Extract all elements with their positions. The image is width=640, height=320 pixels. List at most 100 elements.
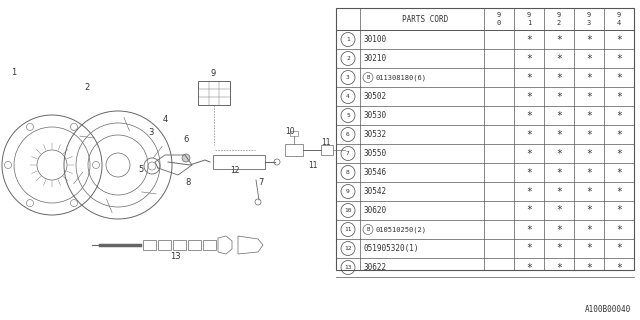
Text: 30100: 30100 <box>364 35 387 44</box>
Text: 4: 4 <box>617 20 621 26</box>
Bar <box>285 144 303 156</box>
Text: *: * <box>586 148 592 158</box>
Text: *: * <box>556 244 562 253</box>
Text: 11: 11 <box>321 138 330 147</box>
Text: 30542: 30542 <box>364 187 387 196</box>
Text: 30532: 30532 <box>364 130 387 139</box>
Text: 10: 10 <box>285 127 294 136</box>
Text: *: * <box>616 225 622 235</box>
Text: 010510250(2): 010510250(2) <box>375 226 426 233</box>
Text: 1: 1 <box>346 37 350 42</box>
Text: 4: 4 <box>346 94 350 99</box>
Text: A100B00040: A100B00040 <box>585 305 631 314</box>
Text: *: * <box>556 53 562 63</box>
Text: *: * <box>616 73 622 83</box>
Text: *: * <box>616 187 622 196</box>
Text: *: * <box>586 167 592 178</box>
Text: *: * <box>556 35 562 44</box>
Text: *: * <box>556 225 562 235</box>
Text: 9: 9 <box>617 12 621 18</box>
Text: *: * <box>586 225 592 235</box>
Text: 9: 9 <box>211 69 216 78</box>
Text: 3: 3 <box>587 20 591 26</box>
Text: *: * <box>586 53 592 63</box>
Text: B: B <box>366 227 370 232</box>
Text: 7: 7 <box>346 151 350 156</box>
Text: 0: 0 <box>497 20 501 26</box>
Text: 13: 13 <box>170 252 180 261</box>
Bar <box>198 81 230 105</box>
Text: *: * <box>526 148 532 158</box>
Text: *: * <box>586 130 592 140</box>
Text: PARTS CORD: PARTS CORD <box>402 14 448 23</box>
Text: 3: 3 <box>346 75 350 80</box>
Text: 051905320(1): 051905320(1) <box>364 244 419 253</box>
Text: 9: 9 <box>346 189 350 194</box>
Text: *: * <box>586 92 592 101</box>
Text: 9: 9 <box>497 12 501 18</box>
Text: *: * <box>526 262 532 273</box>
Bar <box>158 240 171 250</box>
Text: *: * <box>586 73 592 83</box>
Text: *: * <box>556 148 562 158</box>
Text: *: * <box>616 35 622 44</box>
Text: 30550: 30550 <box>364 149 387 158</box>
Text: *: * <box>556 205 562 215</box>
Text: 2: 2 <box>346 56 350 61</box>
Bar <box>143 240 156 250</box>
Text: 9: 9 <box>587 12 591 18</box>
Text: 2: 2 <box>557 20 561 26</box>
Text: *: * <box>526 92 532 101</box>
Bar <box>336 8 634 270</box>
Text: *: * <box>526 73 532 83</box>
Bar <box>188 240 201 250</box>
Text: 30620: 30620 <box>364 206 387 215</box>
Text: 6: 6 <box>346 132 350 137</box>
Text: 30530: 30530 <box>364 111 387 120</box>
Text: 1: 1 <box>12 68 17 76</box>
Text: 7: 7 <box>258 178 264 187</box>
Text: *: * <box>586 244 592 253</box>
Bar <box>290 131 298 136</box>
Text: *: * <box>616 244 622 253</box>
Text: *: * <box>586 187 592 196</box>
Text: *: * <box>556 187 562 196</box>
Text: 9: 9 <box>557 12 561 18</box>
Text: *: * <box>526 53 532 63</box>
Text: 4: 4 <box>163 115 168 124</box>
Text: 6: 6 <box>183 135 188 144</box>
Text: *: * <box>616 92 622 101</box>
Text: *: * <box>616 148 622 158</box>
Circle shape <box>182 154 190 162</box>
Bar <box>321 145 333 155</box>
Text: *: * <box>526 244 532 253</box>
Text: *: * <box>556 167 562 178</box>
Text: *: * <box>526 225 532 235</box>
Text: *: * <box>526 187 532 196</box>
Text: 10: 10 <box>344 208 352 213</box>
Text: *: * <box>616 130 622 140</box>
Text: *: * <box>616 205 622 215</box>
Bar <box>213 155 265 169</box>
Text: *: * <box>586 110 592 121</box>
Text: 30502: 30502 <box>364 92 387 101</box>
Text: *: * <box>556 92 562 101</box>
Text: 3: 3 <box>148 128 154 137</box>
Text: *: * <box>586 262 592 273</box>
Text: *: * <box>556 73 562 83</box>
Text: 12: 12 <box>230 166 239 175</box>
Text: 30622: 30622 <box>364 263 387 272</box>
Text: 5: 5 <box>138 165 143 174</box>
Text: *: * <box>616 110 622 121</box>
Text: 12: 12 <box>344 246 352 251</box>
Text: *: * <box>586 35 592 44</box>
Text: *: * <box>526 167 532 178</box>
Text: 30210: 30210 <box>364 54 387 63</box>
Text: 30546: 30546 <box>364 168 387 177</box>
Text: *: * <box>586 205 592 215</box>
Text: *: * <box>556 130 562 140</box>
Bar <box>173 240 186 250</box>
Text: B: B <box>366 75 370 80</box>
Text: *: * <box>556 110 562 121</box>
Text: *: * <box>526 130 532 140</box>
